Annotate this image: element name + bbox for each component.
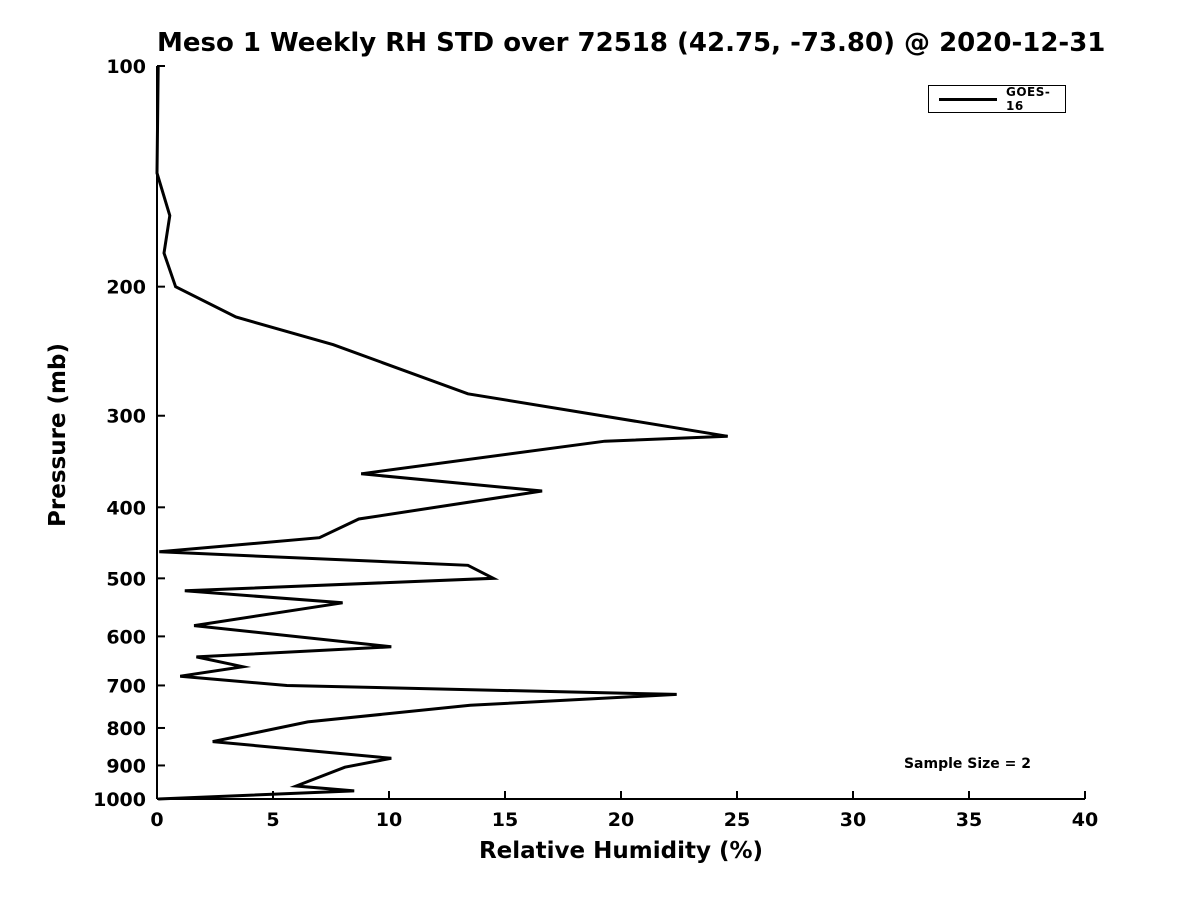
y-tick-label: 500 xyxy=(106,568,146,590)
legend-label-goes16: GOES-16 xyxy=(1006,85,1051,113)
x-tick-label: 5 xyxy=(266,809,279,831)
x-tick-label: 0 xyxy=(150,809,163,831)
x-tick-label: 15 xyxy=(492,809,518,831)
y-tick-label: 900 xyxy=(106,755,146,777)
x-tick-label: 20 xyxy=(608,809,634,831)
y-tick-label: 400 xyxy=(106,497,146,519)
y-tick-label: 300 xyxy=(106,406,146,428)
chart-title: Meso 1 Weekly RH STD over 72518 (42.75, … xyxy=(157,28,1106,58)
legend: GOES-16 xyxy=(928,85,1066,113)
x-tick-label: 30 xyxy=(840,809,866,831)
x-tick-label: 40 xyxy=(1072,809,1098,831)
y-tick-label: 600 xyxy=(106,626,146,648)
goes16-line-swatch xyxy=(939,97,997,101)
y-tick-label: 800 xyxy=(106,718,146,740)
x-tick-label: 10 xyxy=(376,809,402,831)
x-tick-label: 25 xyxy=(724,809,750,831)
x-axis-label: Relative Humidity (%) xyxy=(478,838,764,864)
rh-std-curve-goes-16 xyxy=(155,65,728,801)
sample-size-annotation: Sample Size = 2 xyxy=(903,756,1032,772)
y-tick-label: 100 xyxy=(106,56,146,78)
y-tick-label: 700 xyxy=(106,675,146,697)
x-tick-label: 35 xyxy=(956,809,982,831)
y-tick-label: 200 xyxy=(106,277,146,299)
y-tick-label: 1000 xyxy=(93,789,146,811)
